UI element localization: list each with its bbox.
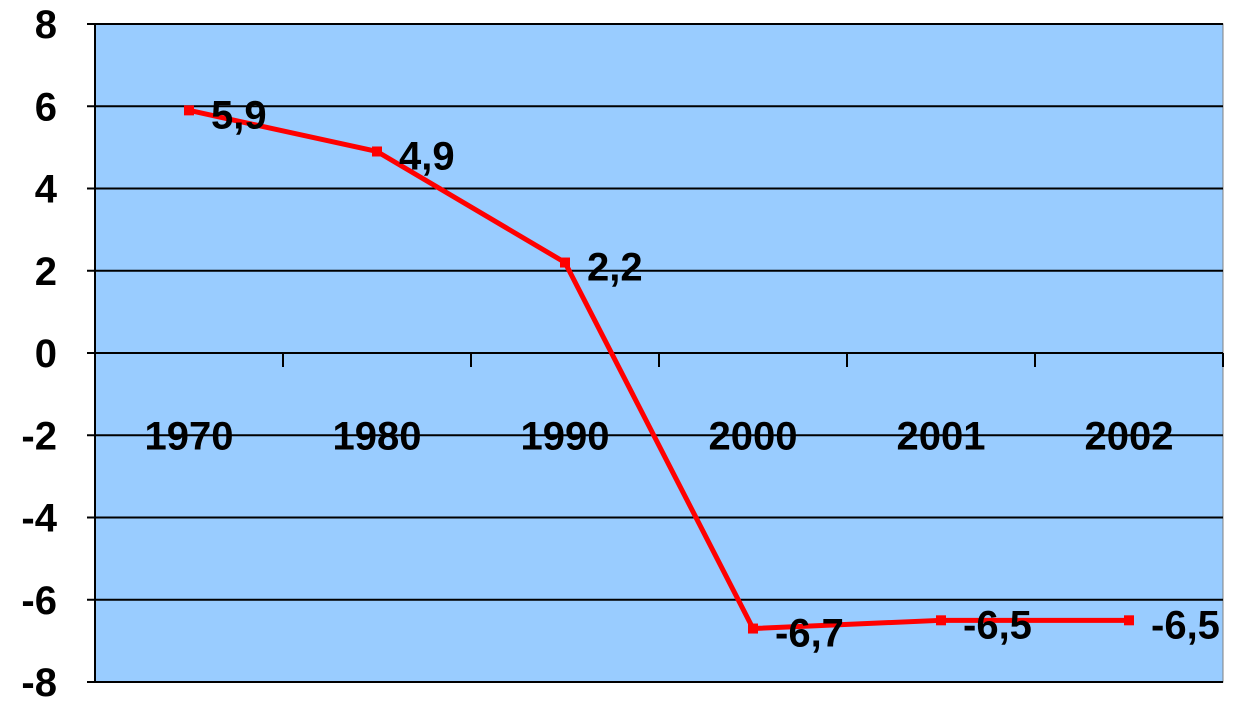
data-label: -6,5 bbox=[963, 603, 1032, 647]
data-point bbox=[936, 615, 946, 626]
x-tick-label: 2002 bbox=[1085, 414, 1174, 458]
data-label: 2,2 bbox=[587, 246, 643, 290]
x-tick-label: 2001 bbox=[897, 414, 986, 458]
x-tick-label: 1970 bbox=[145, 414, 234, 458]
y-tick-label: -4 bbox=[21, 497, 57, 541]
data-point bbox=[748, 623, 758, 634]
y-tick-label: 6 bbox=[35, 85, 57, 129]
data-label: 5,9 bbox=[211, 93, 267, 137]
x-tick-label: 1990 bbox=[521, 414, 610, 458]
data-point bbox=[560, 257, 570, 268]
y-tick-label: -2 bbox=[21, 414, 57, 458]
data-label: -6,7 bbox=[775, 612, 844, 656]
gridlines bbox=[95, 23, 1223, 683]
data-point bbox=[372, 146, 382, 157]
data-point bbox=[184, 105, 194, 116]
x-tick-label: 1980 bbox=[333, 414, 422, 458]
y-axis-ticks: 8 6 4 2 0 -2 -4 -6 -8 bbox=[21, 3, 96, 701]
x-axis-labels: 1970 1980 1990 2000 2001 2002 bbox=[145, 414, 1174, 458]
series-line bbox=[188, 107, 1129, 632]
y-tick-label: 8 bbox=[35, 3, 57, 47]
data-point bbox=[1124, 615, 1134, 626]
data-label: -6,5 bbox=[1151, 603, 1220, 647]
y-tick-label: -6 bbox=[21, 579, 57, 623]
x-tick-label: 2000 bbox=[709, 414, 798, 458]
y-tick-label: 4 bbox=[35, 168, 58, 212]
y-tick-label: 2 bbox=[35, 250, 57, 294]
x-axis-ticks bbox=[282, 353, 1224, 367]
series-group bbox=[184, 105, 1134, 634]
data-label: 4,9 bbox=[399, 134, 455, 178]
y-tick-label: -8 bbox=[21, 661, 57, 701]
data-labels: 5,9 4,9 2,2 -6,7 -6,5 -6,5 bbox=[211, 93, 1220, 655]
y-tick-label: 0 bbox=[35, 332, 57, 376]
